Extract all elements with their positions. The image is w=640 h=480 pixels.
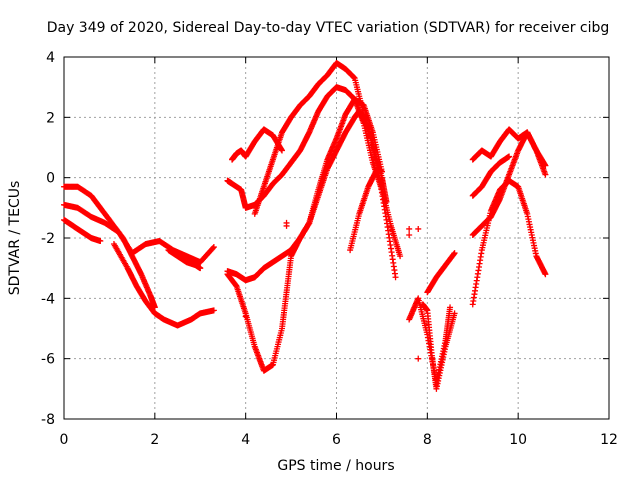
x-axis-title: GPS time / hours <box>277 458 394 474</box>
series-arc-3 <box>61 216 104 245</box>
x-tick-labels: 0 2 4 6 8 10 12 <box>60 432 618 448</box>
data-point <box>451 250 458 257</box>
data-point <box>415 225 422 232</box>
series-arc-9 <box>229 126 285 163</box>
x-tick-label: 10 <box>509 432 527 448</box>
chart-title: Day 349 of 2020, Sidereal Day-to-day VTE… <box>47 20 610 36</box>
y-axis-title: SDTVAR / TECUs <box>7 181 23 296</box>
series-arc-15 <box>469 177 549 308</box>
series-arc-10 <box>251 60 390 217</box>
y-tick-label: 4 <box>46 50 55 66</box>
data-point <box>397 253 404 260</box>
data-point <box>279 147 285 154</box>
data-point <box>542 271 549 278</box>
series-arc-11 <box>347 165 385 254</box>
data-point <box>447 304 454 311</box>
x-tick-label: 0 <box>60 432 69 448</box>
data-point <box>542 162 549 169</box>
data-point <box>197 265 204 272</box>
series-isolated <box>242 219 422 362</box>
series-arc-13 <box>419 301 458 392</box>
y-tick-label: -8 <box>41 412 55 428</box>
y-tick-label: 2 <box>46 110 55 126</box>
y-tick-labels: -8 -6 -4 -2 0 2 4 <box>41 50 55 428</box>
series-arc-14 <box>424 250 458 296</box>
x-tick-label: 2 <box>150 432 159 448</box>
y-tick-label: -4 <box>41 291 55 307</box>
series-arc-18 <box>469 153 513 199</box>
grid-lines <box>64 57 609 419</box>
data-point <box>383 198 390 205</box>
data-point <box>210 307 217 314</box>
series-arc-7 <box>224 96 385 284</box>
data-point <box>210 244 217 251</box>
data-points <box>61 60 549 392</box>
data-point <box>451 310 458 317</box>
x-tick-label: 6 <box>332 432 341 448</box>
series-arc-5 <box>165 247 204 272</box>
data-point <box>97 238 104 245</box>
x-tick-label: 12 <box>600 432 618 448</box>
data-point <box>542 171 549 178</box>
axis-ticks <box>63 56 610 420</box>
series-arc-2 <box>61 201 217 266</box>
x-tick-label: 8 <box>423 432 432 448</box>
data-point <box>415 355 422 362</box>
data-point <box>283 222 290 229</box>
series-arc-17 <box>469 126 549 169</box>
data-point <box>406 225 413 232</box>
y-tick-label: -2 <box>41 231 55 247</box>
data-point <box>392 274 399 281</box>
data-point <box>378 168 385 175</box>
data-point <box>242 313 249 320</box>
x-tick-label: 4 <box>241 432 250 448</box>
data-point <box>210 244 217 251</box>
y-tick-label: 0 <box>46 171 55 187</box>
data-point <box>406 231 413 238</box>
y-tick-label: -6 <box>41 352 55 368</box>
series-arc-4 <box>110 241 217 329</box>
data-point <box>506 153 513 160</box>
